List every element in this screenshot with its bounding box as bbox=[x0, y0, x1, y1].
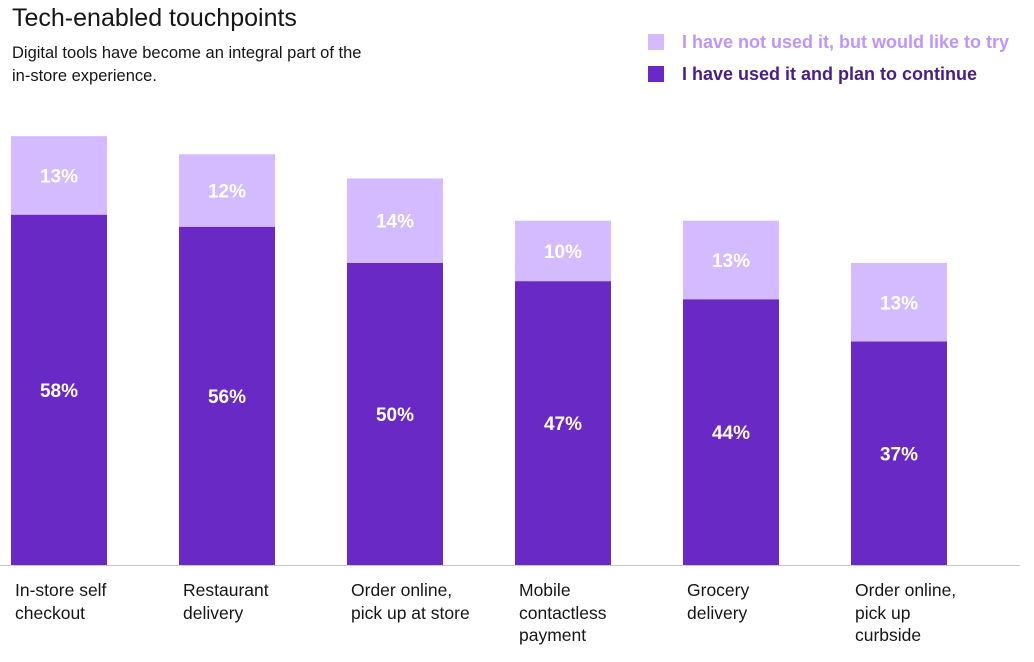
category-label-2: Order online, pick up at store bbox=[351, 580, 470, 623]
legend-item-would-like-to-try: I have not used it, but would like to tr… bbox=[648, 26, 1009, 58]
legend-label-would-like-to-try: I have not used it, but would like to tr… bbox=[682, 31, 1010, 52]
category-label-4: Grocery delivery bbox=[687, 580, 750, 623]
legend-item-used-and-continue: I have used it and plan to continue bbox=[648, 58, 1009, 90]
data-label-would-try-4: 13% bbox=[712, 251, 750, 272]
category-label-0: In-store self checkout bbox=[15, 580, 107, 623]
data-label-used-1: 56% bbox=[208, 387, 246, 408]
category-label-3: Mobile contactless payment bbox=[519, 580, 607, 645]
bar-would-try-4 bbox=[683, 220, 779, 300]
bar-used-1 bbox=[179, 226, 275, 565]
legend-swatch-used-and-continue bbox=[648, 66, 664, 82]
data-label-would-try-1: 12% bbox=[208, 182, 246, 203]
bar-used-5 bbox=[851, 341, 947, 565]
category-label-5: Order online, pick up curbside bbox=[855, 580, 957, 645]
bar-would-try-0 bbox=[11, 136, 107, 215]
bar-used-0 bbox=[11, 214, 107, 565]
chart-legend: I have not used it, but would like to tr… bbox=[648, 26, 1009, 90]
data-label-would-try-0: 13% bbox=[40, 166, 78, 187]
bar-would-try-3 bbox=[515, 220, 611, 282]
data-label-would-try-2: 14% bbox=[376, 212, 414, 233]
bar-would-try-5 bbox=[851, 263, 947, 342]
data-label-used-2: 50% bbox=[376, 405, 414, 426]
data-label-would-try-3: 10% bbox=[544, 242, 582, 263]
category-label-1: Restaurant delivery bbox=[183, 580, 269, 623]
bar-used-2 bbox=[347, 263, 443, 565]
bar-used-4 bbox=[683, 299, 779, 565]
chart-title: Tech-enabled touchpoints bbox=[12, 4, 297, 32]
chart-subtitle: Digital tools have become an integral pa… bbox=[12, 44, 362, 85]
bar-used-3 bbox=[515, 281, 611, 565]
bar-would-try-1 bbox=[179, 154, 275, 227]
legend-label-used-and-continue: I have used it and plan to continue bbox=[682, 63, 978, 84]
data-label-would-try-5: 13% bbox=[880, 293, 918, 314]
legend-swatch-would-like-to-try bbox=[648, 34, 664, 50]
data-label-used-5: 37% bbox=[880, 444, 918, 465]
bar-would-try-2 bbox=[347, 178, 443, 263]
data-label-used-3: 47% bbox=[544, 414, 582, 435]
data-label-used-0: 58% bbox=[40, 381, 78, 402]
data-label-used-4: 44% bbox=[712, 423, 750, 444]
